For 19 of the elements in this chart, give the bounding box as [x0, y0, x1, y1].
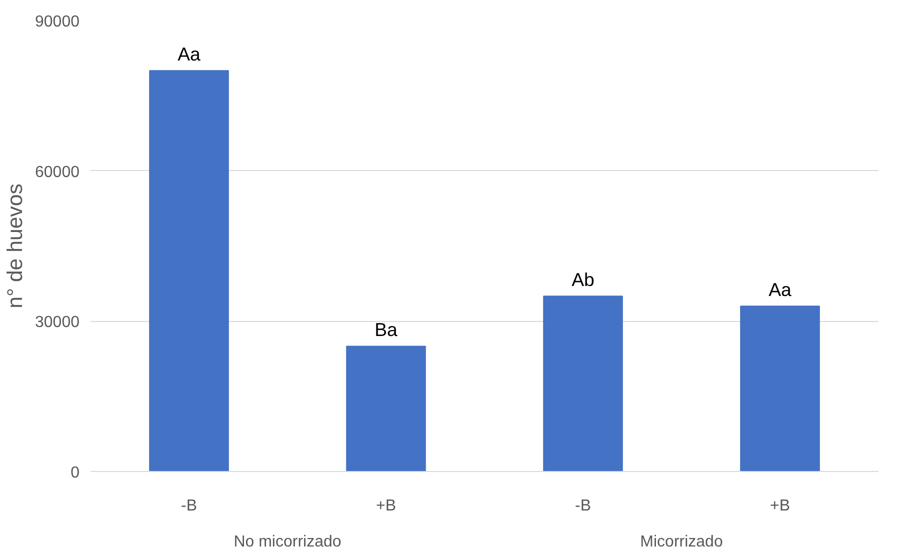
y-tick-label: 0 [70, 464, 80, 482]
x-tick-label: -B [181, 498, 197, 514]
y-axis-title: n° de huevos [3, 184, 28, 308]
x-tick-label: +B [376, 498, 396, 514]
bar [543, 296, 623, 472]
x-tick-label: +B [770, 498, 790, 514]
text: Micorrizado [640, 534, 723, 550]
bar [149, 70, 229, 472]
bar [346, 346, 426, 472]
y-tick-label: 60000 [35, 164, 80, 181]
data-label: Aa [768, 279, 792, 300]
data-label: Aa [178, 44, 202, 65]
bar [740, 306, 820, 472]
y-tick-label: 90000 [35, 14, 80, 30]
x-tick-label: -B [575, 498, 591, 514]
data-label: Ab [572, 269, 594, 290]
data-label: Ba [374, 319, 398, 340]
text: No micorrizado [234, 534, 342, 550]
y-tick-label: 30000 [35, 314, 80, 332]
